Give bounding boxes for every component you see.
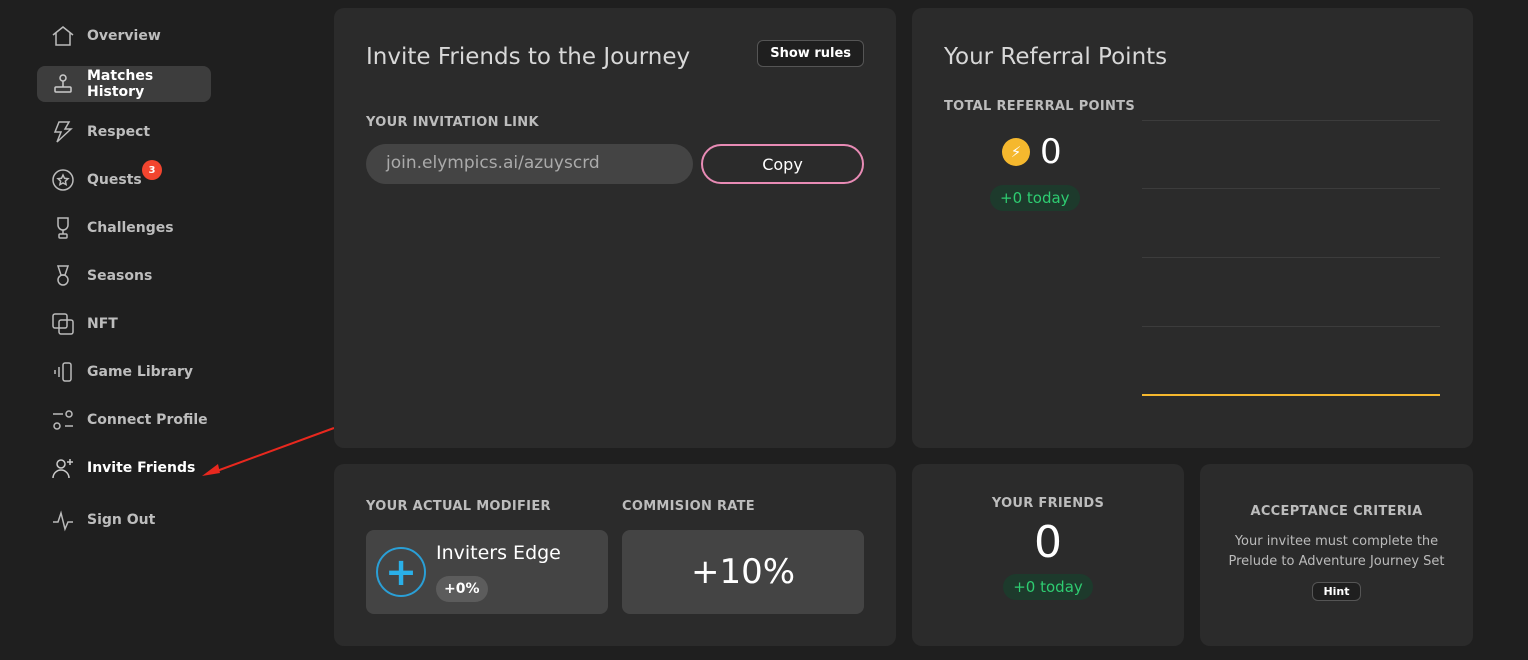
modifier-name: Inviters Edge xyxy=(436,542,561,564)
friends-count: 0 xyxy=(1034,517,1062,568)
lightning-icon xyxy=(53,121,73,143)
gridline xyxy=(1142,257,1440,258)
plus-icon: + xyxy=(376,547,426,597)
pulse-icon xyxy=(53,510,73,532)
friends-card: YOUR FRIENDS 0 +0 today xyxy=(912,464,1184,646)
user-plus-icon xyxy=(52,459,73,479)
trophy-icon xyxy=(57,217,69,239)
referral-card: Your Referral Points TOTAL REFERRAL POIN… xyxy=(912,8,1473,448)
commission-label: COMMISION RATE xyxy=(622,499,755,514)
sidebar-item-label: Challenges xyxy=(87,220,174,236)
copy-icon xyxy=(52,313,74,335)
sidebar-item-label: Overview xyxy=(87,28,161,44)
invitation-link-field[interactable]: join.elympics.ai/azuyscrd xyxy=(366,144,693,184)
sidebar-item-nft[interactable]: NFT xyxy=(37,306,211,342)
sidebar-item-respect[interactable]: Respect xyxy=(37,114,211,150)
medal-icon xyxy=(56,265,70,286)
criteria-card: ACCEPTANCE CRITERIA Your invitee must co… xyxy=(1200,464,1473,646)
sidebar-item-label: Matches History xyxy=(87,68,154,100)
show-rules-button[interactable]: Show rules xyxy=(757,40,864,67)
criteria-label: ACCEPTANCE CRITERIA xyxy=(1250,504,1423,519)
chart-line xyxy=(1142,394,1440,396)
gridline xyxy=(1142,188,1440,189)
friends-today: +0 today xyxy=(1003,574,1093,600)
sidebar-item-label: Game Library xyxy=(87,364,194,380)
total-referral-label: TOTAL REFERRAL POINTS xyxy=(944,99,1136,114)
modifier-card: YOUR ACTUAL MODIFIER COMMISION RATE + In… xyxy=(334,464,896,646)
sidebar-item-seasons[interactable]: Seasons xyxy=(37,258,211,294)
sidebar-item-overview[interactable]: Overview xyxy=(37,18,211,54)
copy-button[interactable]: Copy xyxy=(701,144,864,184)
invite-title: Invite Friends to the Journey xyxy=(366,44,691,70)
sidebar-item-challenges[interactable]: Challenges xyxy=(37,210,211,246)
referral-today: +0 today xyxy=(990,185,1080,211)
modifier-value: +0% xyxy=(436,576,488,602)
sidebar-item-sign-out[interactable]: Sign Out xyxy=(37,502,211,538)
total-referral-points: 0 xyxy=(1040,132,1062,172)
sidebar-item-label: Respect xyxy=(87,124,151,140)
phone-vibrate-icon xyxy=(54,362,72,382)
modifier-label: YOUR ACTUAL MODIFIER xyxy=(366,499,551,514)
invitation-link-label: YOUR INVITATION LINK xyxy=(366,115,539,130)
gridline xyxy=(1142,120,1440,121)
sidebar-item-connect-profile[interactable]: Connect Profile xyxy=(37,402,211,438)
home-icon xyxy=(52,26,74,46)
joystick-icon xyxy=(54,74,72,93)
commission-rate: +10% xyxy=(622,530,864,614)
sidebar-item-quests[interactable]: Quests 3 xyxy=(37,160,211,198)
gridline xyxy=(1142,326,1440,327)
invite-card: Invite Friends to the Journey Show rules… xyxy=(334,8,896,448)
sidebar-item-invite-friends[interactable]: Invite Friends xyxy=(37,450,211,486)
sidebar-item-game-library[interactable]: Game Library xyxy=(37,354,211,390)
quests-badge: 3 xyxy=(142,160,162,180)
referral-title: Your Referral Points xyxy=(944,44,1168,70)
star-circle-icon xyxy=(52,169,74,191)
sidebar-item-label: Seasons xyxy=(87,268,153,284)
coin-icon: ⚡ xyxy=(1002,138,1030,166)
sidebar-item-label: Connect Profile xyxy=(87,412,208,428)
referral-chart xyxy=(1142,120,1440,396)
sidebar-item-label: Sign Out xyxy=(87,512,156,528)
friends-label: YOUR FRIENDS xyxy=(991,496,1105,511)
sidebar-item-matches-history[interactable]: Matches History xyxy=(37,66,211,102)
sliders-icon xyxy=(53,410,73,430)
hint-button[interactable]: Hint xyxy=(1312,582,1361,601)
sidebar-item-label: Quests xyxy=(87,172,142,188)
sidebar-item-label: Invite Friends xyxy=(87,460,196,476)
sidebar-item-label: NFT xyxy=(87,316,118,332)
sidebar: Overview Matches History Respect Quests 3… xyxy=(37,18,287,550)
criteria-text: Your invitee must complete the Prelude t… xyxy=(1228,534,1445,569)
modifier-box: + Inviters Edge +0% xyxy=(366,530,608,614)
